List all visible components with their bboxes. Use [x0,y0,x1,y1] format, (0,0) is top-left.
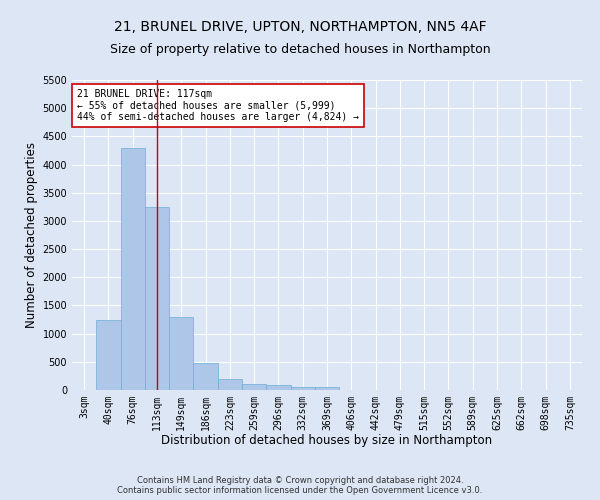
Bar [266,386,290,390]
Bar [96,320,121,390]
Bar [145,207,169,390]
Text: 21 BRUNEL DRIVE: 117sqm
← 55% of detached houses are smaller (5,999)
44% of semi: 21 BRUNEL DRIVE: 117sqm ← 55% of detache… [77,90,359,122]
Bar [290,386,315,390]
Text: 21, BRUNEL DRIVE, UPTON, NORTHAMPTON, NN5 4AF: 21, BRUNEL DRIVE, UPTON, NORTHAMPTON, NN… [113,20,487,34]
Text: Size of property relative to detached houses in Northampton: Size of property relative to detached ho… [110,42,490,56]
Bar [121,148,145,390]
Text: Contains HM Land Registry data © Crown copyright and database right 2024.
Contai: Contains HM Land Registry data © Crown c… [118,476,482,495]
Y-axis label: Number of detached properties: Number of detached properties [25,142,38,328]
Bar [169,316,193,390]
Bar [218,378,242,390]
Bar [193,363,218,390]
Bar [242,384,266,390]
Bar [315,387,339,390]
X-axis label: Distribution of detached houses by size in Northampton: Distribution of detached houses by size … [161,434,493,448]
